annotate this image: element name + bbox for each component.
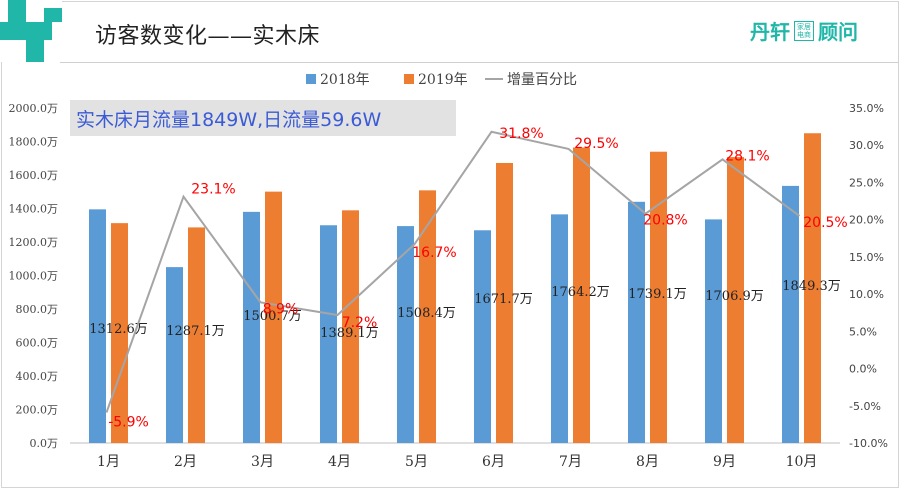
data-label-pct: 23.1% [191, 182, 235, 198]
bar-2019 [265, 191, 282, 443]
x-tick-label: 7月 [559, 454, 582, 470]
y-tick-label-left: 600.0万 [16, 337, 59, 350]
x-tick-label: 1月 [97, 454, 120, 470]
y-tick-label-left: 2000.0万 [9, 102, 59, 115]
bar-2019 [342, 210, 359, 443]
title-divider [60, 62, 899, 63]
y-tick-label-left: 1000.0万 [9, 270, 59, 283]
data-label-pct: -5.9% [108, 414, 149, 430]
y-tick-label-right: 0.0% [849, 363, 877, 376]
bar-2018 [320, 225, 337, 443]
y-tick-label-left: 0.0万 [30, 437, 59, 450]
brand-logo: 丹轩 家居 电商 顾问 [750, 16, 858, 45]
y-tick-label-right: 10.0% [849, 288, 884, 301]
bar-2018 [551, 214, 568, 443]
x-tick-label: 2月 [174, 454, 197, 470]
page-title: 访客数变化——实木床 [95, 24, 321, 49]
y-tick-label-right: 15.0% [849, 251, 884, 264]
x-tick-label: 6月 [482, 454, 505, 470]
brand-right-text: 顾问 [818, 20, 858, 44]
data-label-pct: 8.9% [263, 301, 299, 317]
x-tick-label: 9月 [713, 454, 736, 470]
y-tick-label-left: 1600.0万 [9, 169, 59, 182]
x-tick-label: 8月 [636, 454, 659, 470]
data-label-2019: 1849.3万 [782, 279, 841, 294]
y-tick-label-right: -10.0% [849, 437, 888, 450]
data-label-pct: 20.5% [803, 215, 847, 231]
bar-2019 [804, 133, 821, 443]
data-label-2019: 1706.9万 [705, 289, 764, 304]
data-label-2019: 1312.6万 [89, 322, 148, 337]
bar-2019 [188, 227, 205, 443]
visitor-chart: 0.0万 200.0万 400.0万 600.0万 800.0万 1000.0万 1200.… [9, 72, 888, 470]
y-tick-label-right: 35.0% [849, 102, 884, 115]
bar-2018 [628, 201, 645, 443]
bar-2018 [166, 267, 183, 443]
series-line-pct [105, 130, 801, 413]
title-bar: 访客数变化——实木床 丹轩 家居 电商 顾问 [0, 0, 902, 62]
y-tick-label-left: 1800.0万 [9, 136, 59, 149]
y-tick-label-left: 800.0万 [16, 303, 59, 316]
bar-2019 [727, 157, 744, 444]
bar-2018 [397, 226, 414, 443]
y-tick-label-right: 5.0% [849, 325, 877, 338]
data-label-2019: 1500.7万 [243, 309, 302, 324]
brand-box: 家居 电商 [794, 20, 814, 41]
data-label-2019: 1508.4万 [397, 306, 456, 321]
brand-left-text: 丹轩 [750, 20, 790, 44]
legend-label: 增量百分比 [507, 72, 577, 88]
callout-box [70, 100, 456, 136]
y-tick-label-left: 200.0万 [16, 404, 59, 417]
data-label-pct: 28.1% [725, 148, 769, 164]
bar-2018 [705, 219, 722, 443]
brand-box-line2: 电商 [797, 30, 811, 39]
data-label-2019: 1671.7万 [474, 292, 533, 307]
legend-label: 2019年 [418, 72, 468, 88]
y-tick-label-right: -5.0% [849, 400, 881, 413]
data-label-2019: 1739.1万 [628, 287, 687, 302]
legend-swatch [404, 74, 414, 84]
x-tick-label: 5月 [405, 454, 428, 470]
legend-swatch [306, 74, 316, 84]
x-tick-label: 4月 [328, 454, 351, 470]
bar-2018 [89, 209, 106, 443]
bar-2019 [573, 147, 590, 443]
y-tick-label-left: 1400.0万 [9, 203, 59, 216]
x-tick-label: 10月 [786, 454, 818, 470]
bar-2019 [496, 162, 513, 444]
y-tick-label-right: 25.0% [849, 176, 884, 189]
bar-2018 [243, 211, 260, 443]
x-tick-label: 3月 [251, 454, 274, 470]
data-label-pct: 7.2% [342, 315, 378, 331]
y-tick-label-right: 20.0% [849, 214, 884, 227]
legend-label: 2018年 [320, 72, 370, 88]
data-label-pct: 29.5% [574, 136, 618, 152]
data-label-pct: 20.8% [643, 213, 687, 229]
y-tick-label-left: 400.0万 [16, 370, 59, 383]
data-label-2019: 1764.2万 [551, 285, 610, 300]
bar-2018 [782, 185, 799, 443]
y-tick-label-right: 30.0% [849, 139, 884, 152]
callout-text: 实木床月流量1849W,日流量59.6W [76, 109, 381, 131]
data-label-pct: 31.8% [499, 126, 543, 142]
bar-2018 [474, 230, 491, 443]
y-tick-label-left: 1200.0万 [9, 236, 59, 249]
data-label-pct: 16.7% [412, 245, 456, 261]
corner-logo-icon [0, 0, 62, 62]
brand-box-line1: 家居 [797, 22, 811, 31]
bar-2019 [419, 190, 436, 443]
data-label-2019: 1389.1万 [320, 326, 379, 341]
bar-2019 [650, 151, 667, 443]
data-label-2019: 1287.1万 [166, 324, 225, 339]
